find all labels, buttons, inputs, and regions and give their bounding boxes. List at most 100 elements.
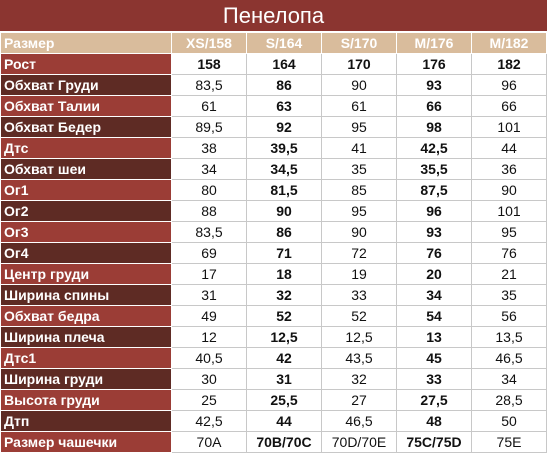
header-size-label: Размер [0, 32, 172, 54]
table-cell: 49 [171, 305, 247, 327]
table-cell: 90 [321, 221, 397, 243]
table-row: Обхват Груди 83,5 86 90 93 96 [0, 74, 547, 96]
table-cell: 33 [396, 368, 472, 390]
header-col-xs158: XS/158 [171, 32, 247, 54]
table-row: Ширина спины 31 32 33 34 35 [0, 284, 547, 306]
table-cell: 85 [321, 179, 397, 201]
table-cell: 34,5 [246, 158, 322, 180]
row-label: Обхват Талии [0, 95, 172, 117]
row-label: Центр груди [0, 263, 172, 285]
table-row: Ог3 83,5 86 90 93 95 [0, 221, 547, 243]
table-cell: 25 [171, 389, 247, 411]
chart-title: Пенелопа [0, 0, 547, 32]
table-cell: 50 [471, 410, 547, 432]
table-cell: 170 [321, 53, 397, 75]
row-label: Обхват бедра [0, 305, 172, 327]
table-row: Ог4 69 71 72 76 76 [0, 242, 547, 264]
table-cell: 52 [246, 305, 322, 327]
table-cell: 46,5 [321, 410, 397, 432]
table-cell: 36 [471, 158, 547, 180]
table-cell: 90 [321, 74, 397, 96]
row-label: Дтс [0, 137, 172, 159]
table-row: Дтс1 40,5 42 43,5 45 46,5 [0, 347, 547, 369]
table-cell: 42,5 [171, 410, 247, 432]
table-cell: 70A [171, 431, 247, 453]
table-cell: 18 [246, 263, 322, 285]
table-cell: 39,5 [246, 137, 322, 159]
table-cell: 63 [246, 95, 322, 117]
table-row: Обхват Талии 61 63 61 66 66 [0, 95, 547, 117]
header-col-m182: M/182 [471, 32, 547, 54]
table-cell: 35,5 [396, 158, 472, 180]
table-cell: 61 [171, 95, 247, 117]
header-col-m176: M/176 [396, 32, 472, 54]
table-cell: 28,5 [471, 389, 547, 411]
table-row: Обхват бедра 49 52 52 54 56 [0, 305, 547, 327]
table-cell: 32 [321, 368, 397, 390]
header-row: Размер XS/158 S/164 S/170 M/176 M/182 [0, 32, 547, 54]
table-cell: 31 [171, 284, 247, 306]
row-label: Ширина плеча [0, 326, 172, 348]
table-cell: 41 [321, 137, 397, 159]
row-label: Размер чашечки [0, 431, 172, 453]
table-cell: 75C/75D [396, 431, 472, 453]
table-cell: 93 [396, 74, 472, 96]
table-cell: 86 [246, 221, 322, 243]
table-cell: 30 [171, 368, 247, 390]
table-cell: 17 [171, 263, 247, 285]
table-cell: 21 [471, 263, 547, 285]
table-cell: 54 [396, 305, 472, 327]
table-cell: 98 [396, 116, 472, 138]
row-label: Дтс1 [0, 347, 172, 369]
table-cell: 13,5 [471, 326, 547, 348]
table-cell: 12 [171, 326, 247, 348]
table-cell: 66 [396, 95, 472, 117]
table-cell: 45 [396, 347, 472, 369]
table-cell: 40,5 [171, 347, 247, 369]
table-cell: 90 [471, 179, 547, 201]
table-row: Ог2 88 90 95 96 101 [0, 200, 547, 222]
table-cell: 56 [471, 305, 547, 327]
table-cell: 27 [321, 389, 397, 411]
table-cell: 38 [171, 137, 247, 159]
table-cell: 88 [171, 200, 247, 222]
table-cell: 44 [246, 410, 322, 432]
table-row: Обхват шеи 34 34,5 35 35,5 36 [0, 158, 547, 180]
row-label: Ог3 [0, 221, 172, 243]
header-col-s164: S/164 [246, 32, 322, 54]
table-cell: 43,5 [321, 347, 397, 369]
table-cell: 33 [321, 284, 397, 306]
table-cell: 81,5 [246, 179, 322, 201]
table-cell: 35 [321, 158, 397, 180]
table-cell: 95 [321, 116, 397, 138]
table-cell: 52 [321, 305, 397, 327]
row-label: Ог1 [0, 179, 172, 201]
table-cell: 164 [246, 53, 322, 75]
table-cell: 12,5 [321, 326, 397, 348]
table-cell: 75E [471, 431, 547, 453]
table-row: Ог1 80 81,5 85 87,5 90 [0, 179, 547, 201]
table-cell: 25,5 [246, 389, 322, 411]
table-cell: 93 [396, 221, 472, 243]
table-cell: 12,5 [246, 326, 322, 348]
table-cell: 96 [396, 200, 472, 222]
table-row: Размер чашечки 70A 70B/70C 70D/70E 75C/75D 75… [0, 431, 547, 453]
table-cell: 44 [471, 137, 547, 159]
table-cell: 19 [321, 263, 397, 285]
table-cell: 83,5 [171, 221, 247, 243]
table-row: Обхват Бедер 89,5 92 95 98 101 [0, 116, 547, 138]
size-table: Размер XS/158 S/164 S/170 M/176 M/182 Ро… [0, 32, 547, 453]
table-cell: 34 [171, 158, 247, 180]
table-cell: 42,5 [396, 137, 472, 159]
table-cell: 61 [321, 95, 397, 117]
table-cell: 90 [246, 200, 322, 222]
table-cell: 20 [396, 263, 472, 285]
table-cell: 95 [321, 200, 397, 222]
table-cell: 13 [396, 326, 472, 348]
table-cell: 42 [246, 347, 322, 369]
table-cell: 70B/70C [246, 431, 322, 453]
table-row: Рост 158 164 170 176 182 [0, 53, 547, 75]
row-label: Ширина спины [0, 284, 172, 306]
table-cell: 34 [471, 368, 547, 390]
